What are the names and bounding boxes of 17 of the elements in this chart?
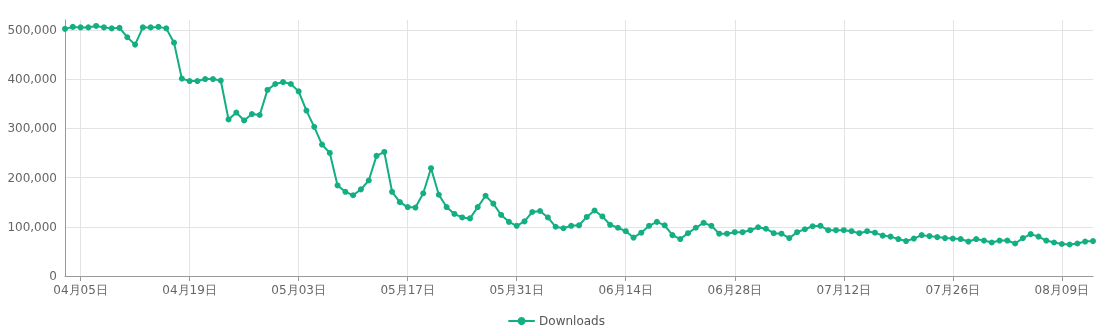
x-tick-label: 06月14日: [598, 283, 653, 297]
x-tick-label: 08月09日: [1034, 283, 1090, 297]
y-tick-label: 400,000: [7, 72, 57, 87]
x-tick-label: 05月17日: [380, 283, 435, 297]
x-tick-label: 05月03日: [271, 283, 326, 297]
legend-label: Downloads: [539, 314, 605, 328]
x-tick-label: 07月26日: [925, 283, 981, 297]
y-tick-label: 0: [49, 269, 57, 283]
x-tick-label: 07月12日: [816, 283, 872, 297]
x-tick-label: 04月19日: [162, 283, 217, 297]
y-tick-label: 200,000: [7, 170, 57, 185]
x-tick-label: 04月05日: [53, 283, 108, 297]
y-tick-label: 100,000: [7, 219, 57, 234]
y-tick-label: 500,000: [7, 22, 57, 37]
x-tick-label: 06月28日: [707, 283, 763, 297]
y-tick-label: 300,000: [7, 121, 57, 136]
x-tick-label: 05月31日: [489, 283, 544, 297]
